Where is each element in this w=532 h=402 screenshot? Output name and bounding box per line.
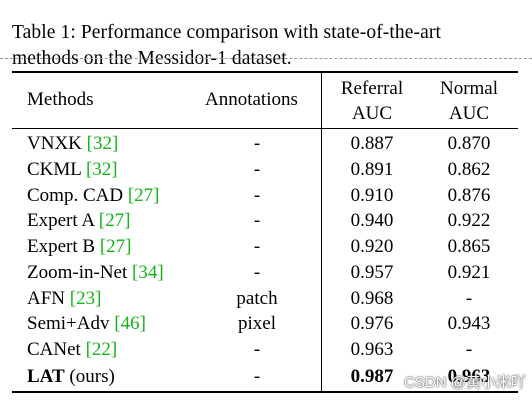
referral-auc-value: 0.920 xyxy=(350,236,394,257)
header-normal-auc: Normal AUC xyxy=(420,76,518,126)
method-name: Comp. CAD [27] xyxy=(27,185,160,206)
header-methods: Methods xyxy=(27,89,94,110)
normal-auc-value: 0.876 xyxy=(447,185,491,206)
caption-line-2: methods on the Messidor-1 dataset. xyxy=(12,48,292,69)
annotations-value: - xyxy=(253,366,261,387)
normal-auc-value: 0.943 xyxy=(447,313,491,334)
method-name: AFN [23] xyxy=(27,288,102,309)
method-name: Semi+Adv [46] xyxy=(27,313,146,334)
annotations-value: - xyxy=(253,262,261,283)
method-name: CKML [32] xyxy=(27,159,118,180)
method-name-bold: LAT xyxy=(27,366,65,387)
header-referral-line2: AUC xyxy=(351,103,393,124)
method-name: Expert B [27] xyxy=(27,236,132,257)
referral-auc-value: 0.957 xyxy=(350,262,394,283)
referral-auc-value: 0.968 xyxy=(350,288,394,309)
annotations-value: pixel xyxy=(238,313,276,334)
bottom-rule xyxy=(12,391,518,393)
annotations-value: - xyxy=(253,133,261,154)
referral-auc-value: 0.887 xyxy=(350,133,394,154)
normal-auc-value: - xyxy=(465,339,473,360)
normal-auc-value: 0.921 xyxy=(447,262,491,283)
top-rule xyxy=(12,71,518,73)
normal-auc-value: 0.862 xyxy=(447,159,491,180)
citation-link[interactable]: [22] xyxy=(85,339,118,360)
citation-link[interactable]: [34] xyxy=(132,262,164,283)
annotations-value: patch xyxy=(236,288,278,309)
column-separator xyxy=(321,129,322,391)
referral-auc-value: 0.891 xyxy=(350,159,394,180)
annotations-value: - xyxy=(253,236,261,257)
header-normal-line1: Normal xyxy=(439,78,499,99)
table-caption: Table 1: Performance comparison with sta… xyxy=(12,20,524,72)
annotations-value: - xyxy=(253,210,261,231)
citation-link[interactable]: [32] xyxy=(86,133,119,154)
header-referral-line1: Referral xyxy=(340,78,404,99)
annotations-value: - xyxy=(253,159,261,180)
normal-auc-value: 0.963 xyxy=(447,366,491,387)
referral-auc-value: 0.940 xyxy=(350,210,394,231)
method-name: Zoom-in-Net [34] xyxy=(27,262,164,283)
header-referral-auc: Referral AUC xyxy=(324,76,420,126)
referral-auc-value: 0.910 xyxy=(350,185,394,206)
referral-auc-value: 0.963 xyxy=(350,339,394,360)
header-annotations: Annotations xyxy=(205,89,298,110)
annotations-value: - xyxy=(253,339,261,360)
caption-line-1: Table 1: Performance comparison with sta… xyxy=(12,22,441,43)
csdn-watermark: CSDN @黄小米吖 xyxy=(404,374,526,391)
citation-link[interactable]: [23] xyxy=(69,288,102,309)
citation-link[interactable]: [46] xyxy=(114,313,146,334)
method-name: Expert A [27] xyxy=(27,210,131,231)
citation-link[interactable]: [27] xyxy=(98,210,131,231)
page-break-divider xyxy=(0,58,532,59)
header-normal-line2: AUC xyxy=(448,103,490,124)
method-name: VNXK [32] xyxy=(27,133,119,154)
method-name: CANet [22] xyxy=(27,339,118,360)
citation-link[interactable]: [27] xyxy=(127,185,160,206)
column-separator xyxy=(321,72,322,128)
normal-auc-value: - xyxy=(465,288,473,309)
referral-auc-value: 0.976 xyxy=(350,313,394,334)
citation-link[interactable]: [32] xyxy=(85,159,118,180)
normal-auc-value: 0.922 xyxy=(447,210,491,231)
referral-auc-value: 0.987 xyxy=(350,366,394,387)
normal-auc-value: 0.865 xyxy=(447,236,491,257)
header-rule xyxy=(12,128,518,130)
normal-auc-value: 0.870 xyxy=(447,133,491,154)
citation-link[interactable]: [27] xyxy=(99,236,132,257)
annotations-value: - xyxy=(253,185,261,206)
method-name: LAT (ours) xyxy=(27,366,115,387)
